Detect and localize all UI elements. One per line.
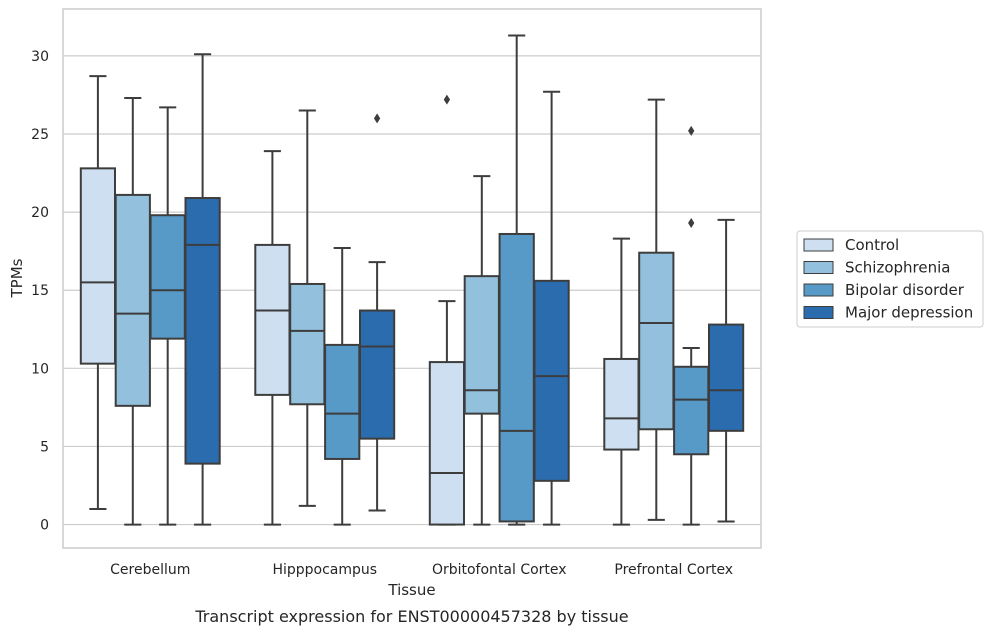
legend-item: Schizophrenia	[803, 259, 950, 277]
box-2-1	[324, 247, 361, 526]
box-iqr	[533, 279, 570, 482]
legend-swatch	[803, 283, 834, 297]
box-iqr	[707, 323, 745, 432]
box-iqr	[149, 214, 186, 340]
x-tick-label: Orbitofontal Cortex	[432, 562, 567, 578]
box-iqr	[324, 343, 361, 460]
y-tick-label: 30	[31, 49, 49, 65]
box-2-2	[498, 34, 535, 526]
y-tick-label: 0	[40, 518, 49, 534]
y-tick-label: 20	[31, 205, 49, 221]
legend-swatch	[803, 261, 834, 274]
outlier-point	[688, 218, 695, 229]
legend-items: Control Schizophrenia Bipolar disorder Majo…	[803, 236, 973, 322]
box-iqr	[603, 357, 640, 451]
legend-label: Bipolar disorder	[845, 281, 965, 299]
box-1-3	[638, 98, 675, 521]
box-3-0	[184, 53, 221, 526]
legend-frame	[796, 230, 984, 328]
legend-item: Bipolar disorder	[803, 281, 965, 299]
box-iqr	[79, 167, 117, 365]
box-2-0	[149, 106, 186, 526]
legend-item: Major depression	[803, 304, 973, 322]
legend-swatch	[803, 306, 834, 319]
box-iqr	[428, 361, 466, 526]
box-1-0	[114, 97, 151, 526]
legend-label: Control	[845, 236, 899, 254]
box-3-3	[707, 218, 745, 523]
y-tick-label: 25	[31, 127, 49, 143]
box-iqr	[254, 243, 291, 396]
legend-swatch	[803, 238, 834, 252]
y-tick-labels: 0 5 10 15 20 25 30	[31, 49, 49, 534]
outlier-point	[373, 113, 381, 124]
x-tick-label: Hipppocampus	[272, 562, 377, 578]
legend: Control Schizophrenia Bipolar disorder Majo…	[796, 230, 984, 328]
x-tick-labels: Cerebellum Hipppocampus Orbitofontal Corte…	[110, 562, 733, 578]
outlier-point	[443, 94, 451, 105]
legend-label: Schizophrenia	[845, 259, 950, 277]
box-iqr	[114, 193, 151, 407]
box-iqr	[463, 275, 500, 415]
outlier-point	[688, 125, 695, 136]
box-0-2	[428, 94, 466, 526]
x-tick-label: Cerebellum	[110, 562, 190, 578]
y-tick-label: 5	[40, 439, 49, 455]
box-0-1	[254, 150, 291, 526]
legend-label: Major depression	[845, 304, 973, 322]
box-iqr	[673, 365, 710, 456]
y-axis-title: TPMs	[8, 258, 26, 298]
y-tick-label: 10	[31, 361, 49, 377]
chart-caption: Transcript expression for ENST0000045732…	[194, 607, 628, 626]
box-3-2	[533, 90, 570, 526]
x-tick-label: Prefrontal Cortex	[614, 562, 733, 578]
box-iqr	[498, 232, 535, 523]
x-axis-title: Tissue	[387, 581, 435, 599]
box-iqr	[184, 197, 221, 465]
boxes	[79, 34, 745, 526]
box-iqr	[289, 282, 326, 406]
plot-frame	[62, 8, 762, 549]
legend-item: Control	[803, 236, 899, 254]
box-3-1	[358, 113, 396, 512]
box-iqr	[358, 309, 396, 440]
box-1-2	[463, 175, 500, 526]
box-2-3	[673, 125, 710, 526]
y-tick-label: 15	[31, 283, 49, 299]
box-0-3	[603, 237, 640, 526]
box-iqr	[638, 251, 675, 431]
